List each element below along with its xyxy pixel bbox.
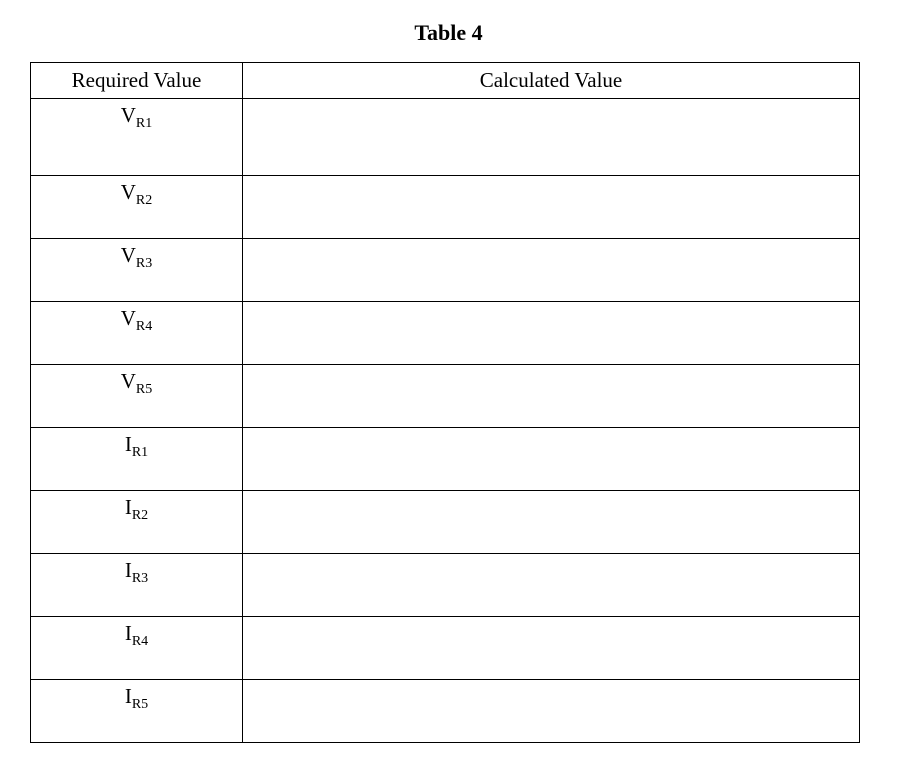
variable-subscript: R2 <box>136 193 152 208</box>
table-row: VR4 <box>31 302 860 365</box>
calculated-value-cell <box>243 428 860 491</box>
table-row: VR2 <box>31 176 860 239</box>
variable-name: V <box>121 103 136 127</box>
calculated-value-cell <box>243 554 860 617</box>
required-value-cell: IR5 <box>31 680 243 743</box>
header-calculated-value: Calculated Value <box>243 63 860 99</box>
table-row: IR1 <box>31 428 860 491</box>
required-value-cell: VR5 <box>31 365 243 428</box>
required-value-cell: VR2 <box>31 176 243 239</box>
table-title: Table 4 <box>30 20 867 46</box>
variable-subscript: R3 <box>132 571 148 586</box>
required-value-cell: VR3 <box>31 239 243 302</box>
calculated-value-cell <box>243 99 860 176</box>
calculated-value-cell <box>243 680 860 743</box>
variable-name: V <box>121 369 136 393</box>
variable-subscript: R5 <box>132 697 148 712</box>
variable-name: V <box>121 306 136 330</box>
required-value-cell: IR4 <box>31 617 243 680</box>
calculated-value-cell <box>243 176 860 239</box>
required-value-cell: VR1 <box>31 99 243 176</box>
table-row: IR3 <box>31 554 860 617</box>
calculated-value-cell <box>243 617 860 680</box>
variable-subscript: R5 <box>136 382 152 397</box>
variable-name: V <box>121 243 136 267</box>
header-required-value: Required Value <box>31 63 243 99</box>
variable-name: I <box>125 495 132 519</box>
table-row: IR4 <box>31 617 860 680</box>
variable-name: I <box>125 684 132 708</box>
calculated-value-cell <box>243 239 860 302</box>
variable-name: I <box>125 432 132 456</box>
variable-name: I <box>125 621 132 645</box>
variable-subscript: R4 <box>132 634 148 649</box>
required-value-cell: IR1 <box>31 428 243 491</box>
data-table: Required Value Calculated Value VR1 VR2 … <box>30 62 860 743</box>
page-container: Table 4 Required Value Calculated Value … <box>0 0 897 763</box>
required-value-cell: IR2 <box>31 491 243 554</box>
calculated-value-cell <box>243 491 860 554</box>
variable-name: V <box>121 180 136 204</box>
variable-subscript: R3 <box>136 256 152 271</box>
variable-subscript: R2 <box>132 508 148 523</box>
table-row: VR3 <box>31 239 860 302</box>
variable-name: I <box>125 558 132 582</box>
table-header-row: Required Value Calculated Value <box>31 63 860 99</box>
table-row: IR2 <box>31 491 860 554</box>
variable-subscript: R1 <box>136 116 152 131</box>
required-value-cell: IR3 <box>31 554 243 617</box>
variable-subscript: R1 <box>132 445 148 460</box>
table-row: VR1 <box>31 99 860 176</box>
table-row: IR5 <box>31 680 860 743</box>
variable-subscript: R4 <box>136 319 152 334</box>
calculated-value-cell <box>243 365 860 428</box>
table-row: VR5 <box>31 365 860 428</box>
required-value-cell: VR4 <box>31 302 243 365</box>
calculated-value-cell <box>243 302 860 365</box>
